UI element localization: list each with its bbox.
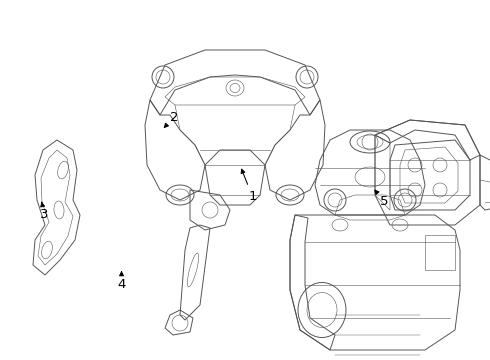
Text: 5: 5	[375, 190, 389, 208]
Text: 2: 2	[164, 111, 178, 127]
Text: 1: 1	[241, 169, 257, 203]
Text: 3: 3	[40, 202, 49, 221]
Text: 4: 4	[117, 272, 126, 291]
